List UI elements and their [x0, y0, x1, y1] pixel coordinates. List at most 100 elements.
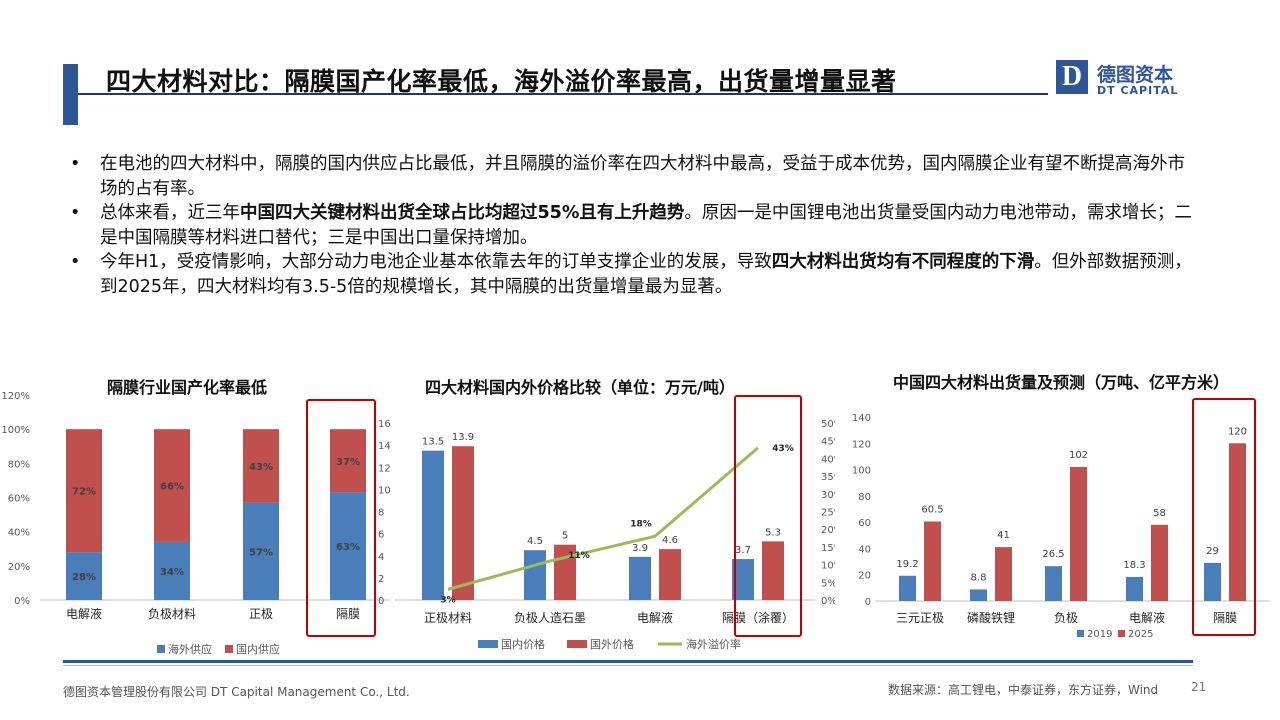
data-label: 18.3	[1123, 560, 1145, 571]
y-tick-label: 80%	[8, 459, 30, 470]
line-data-label: 3%	[440, 595, 455, 605]
legend-swatch	[478, 640, 498, 648]
y-tick-label: 0	[865, 597, 871, 608]
bullet-text-bold: 中国四大关键材料出货全球占比均超过55%且有上升趋势	[240, 203, 685, 223]
bar-overseas	[330, 492, 366, 600]
legend-label: 国内供应	[236, 642, 280, 656]
y-tick-label: 12	[378, 463, 391, 474]
logo-icon: D	[1056, 60, 1088, 94]
y-tick-label: 60	[858, 518, 871, 529]
chart1-title: 隔膜行业国产化率最低	[107, 378, 268, 397]
data-label: 5.3	[765, 527, 781, 538]
x-tick-label: 电解液	[66, 606, 102, 621]
legend-swatch	[567, 640, 587, 648]
y-tick-label: 100	[852, 466, 871, 477]
x-tick-label: 负极	[1054, 611, 1078, 625]
page-number: 21	[1191, 680, 1207, 694]
legend-label: 2025	[1128, 629, 1153, 640]
bar-2025	[995, 547, 1012, 601]
data-label: 4.6	[662, 535, 678, 546]
y-tick-label: 10	[378, 485, 391, 496]
data-label: 66%	[160, 482, 184, 493]
bar-overseas-price	[659, 549, 681, 600]
footer-divider	[63, 660, 1193, 663]
bar-2019	[1126, 576, 1143, 601]
bullet-text: 今年H1，受疫情影响，大部分动力电池企业基本依靠去年的订单支撑企业的发展，导致	[100, 252, 772, 272]
y-tick-label: 6	[378, 530, 384, 541]
data-label: 37%	[336, 457, 360, 468]
bar-overseas-price	[762, 541, 784, 600]
x-tick-label: 正极材料	[424, 611, 472, 625]
data-label: 13.9	[452, 432, 474, 443]
line-data-label: 43%	[772, 444, 794, 454]
chart2-title: 四大材料国内外价格比较（单位：万元/吨）	[425, 378, 735, 397]
footer-source: 数据来源：高工锂电，中泰证券，东方证券，Wind	[888, 683, 1159, 697]
y-tick-label: 20	[858, 571, 871, 582]
data-label: 60.5	[921, 504, 943, 515]
bar-overseas	[154, 541, 190, 600]
y2-tick-label: 40%	[821, 454, 835, 465]
bullet-text: 。但外部数据预测，到2025年，四大材料均有3.5-5倍的规模增长，其中隔膜的出…	[100, 252, 1192, 297]
bar-2019	[1045, 566, 1062, 601]
data-label: 102	[1069, 450, 1088, 461]
bar-domestic-price	[524, 550, 546, 600]
bullet-text: 总体来看，近三年	[100, 203, 240, 223]
y2-tick-label: 50%	[821, 419, 835, 430]
data-label: 19.2	[896, 559, 918, 570]
bar-2019	[1204, 562, 1221, 601]
bar-domestic	[243, 429, 279, 503]
data-label: 41	[997, 530, 1010, 541]
bar-domestic	[154, 429, 190, 542]
y-tick-label: 14	[378, 441, 391, 452]
data-label: 4.5	[527, 536, 543, 547]
bullet-item: • 今年H1，受疫情影响，大部分动力电池企业基本依靠去年的订单支撑企业的发展，导致…	[70, 250, 1200, 299]
y-tick-label: 40	[858, 544, 871, 555]
y-tick-label: 40%	[8, 528, 30, 539]
bullet-item: • 在电池的四大材料中，隔膜的国内供应占比最低，并且隔膜的溢价率在四大材料中最高，…	[70, 152, 1200, 201]
bullet-text: 在电池的四大材料中，隔膜的国内供应占比最低，并且隔膜的溢价率在四大材料中最高，受…	[100, 154, 1185, 199]
bar-overseas	[243, 502, 279, 600]
x-tick-label: 隔膜	[1213, 611, 1237, 625]
y2-tick-label: 35%	[821, 472, 835, 483]
title-underline	[78, 93, 1048, 95]
line-data-label: 11%	[568, 551, 590, 561]
logo-name-en: DT CAPITAL	[1097, 84, 1179, 97]
bar-2025	[1151, 524, 1168, 601]
y-tick-label: 60%	[8, 494, 30, 505]
x-tick-label: 电解液	[1129, 610, 1165, 625]
y2-tick-label: 45%	[821, 437, 835, 448]
bar-domestic-price	[629, 556, 651, 600]
data-label: 120	[1228, 426, 1247, 437]
x-tick-label: 隔膜	[336, 607, 360, 621]
y-tick-label: 16	[378, 419, 391, 430]
chart1-domestic-rate: 0% 20% 40% 60% 80% 100% 120% 28% 72% 电解液 34% 66% 负极材…	[1, 391, 390, 656]
logo-name-cn: 德图资本	[1097, 64, 1174, 86]
data-label: 57%	[249, 547, 273, 558]
bar-overseas-price	[452, 446, 474, 600]
bar-overseas	[66, 552, 102, 600]
bullet-item: • 总体来看，近三年中国四大关键材料出货全球占比均超过55%且有上升趋势。原因一是…	[70, 201, 1200, 250]
x-tick-label: 磷酸铁锂	[967, 610, 1015, 625]
data-label: 72%	[72, 487, 96, 498]
y2-tick-label: 0%	[821, 596, 835, 607]
bullet-list: • 在电池的四大材料中，隔膜的国内供应占比最低，并且隔膜的溢价率在四大材料中最高，…	[70, 152, 1200, 299]
x-tick-label: 正极	[249, 607, 273, 621]
y-tick-label: 20%	[8, 562, 30, 573]
y-tick-label: 0%	[14, 596, 30, 607]
legend-label: 2019	[1087, 629, 1112, 640]
data-label: 63%	[336, 542, 360, 553]
y2-tick-label: 30%	[821, 490, 835, 501]
chart2-price-compare: 0 2 4 6 8 10 12 14 16 0% 5% 10% 15% 20% 25% 30% 35% 40% 45…	[378, 395, 835, 651]
title-accent-bar	[63, 64, 78, 125]
y-tick-label: 120%	[1, 391, 30, 402]
x-tick-label: 三元正极	[896, 611, 944, 625]
legend-label: 国外价格	[590, 637, 634, 651]
bar-2019	[970, 589, 987, 601]
data-label: 29	[1206, 546, 1219, 557]
y-tick-label: 4	[378, 552, 384, 563]
x-tick-label: 隔膜（涂覆）	[722, 610, 794, 625]
bar-domestic	[330, 429, 366, 493]
data-label: 43%	[249, 462, 273, 473]
x-tick-label: 负极材料	[148, 607, 196, 621]
y-tick-label: 8	[378, 508, 384, 519]
